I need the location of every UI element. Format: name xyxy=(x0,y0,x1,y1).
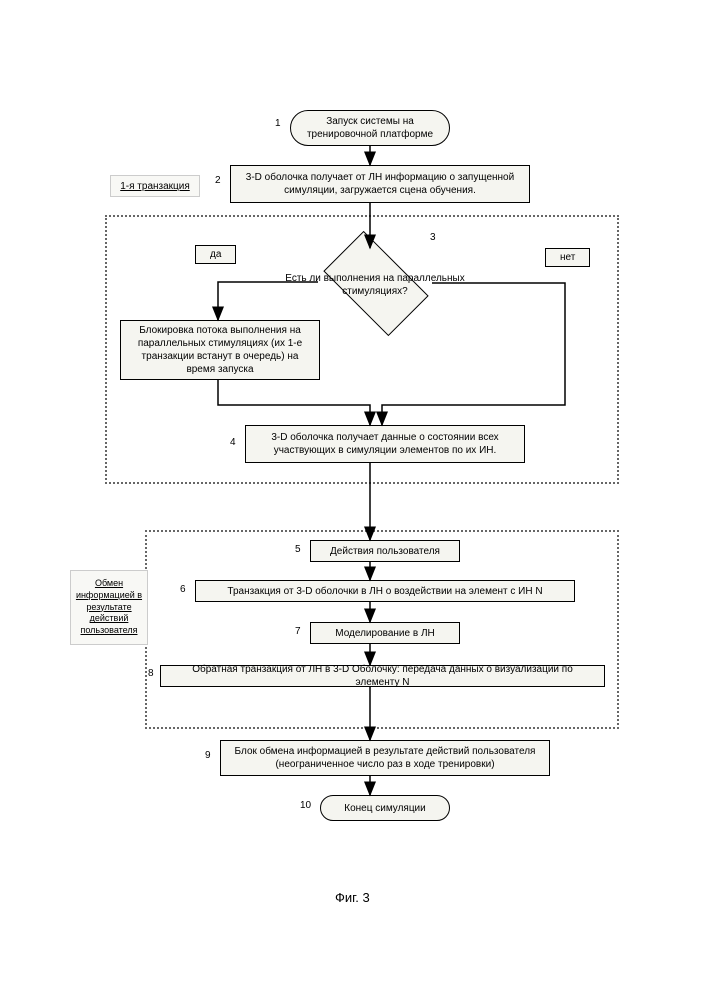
node-6: Транзакция от 3-D оболочки в ЛН о воздей… xyxy=(195,580,575,602)
node-start: Запуск системы на тренировочной платформ… xyxy=(290,110,450,146)
stepnum-6: 6 xyxy=(180,584,186,595)
label-yes: да xyxy=(195,245,236,264)
node-8: Обратная транзакция от ЛН в 3-D Оболочку… xyxy=(160,665,605,687)
label-user-exchange: Обмен информацией в результате действий … xyxy=(70,570,148,645)
flowchart-arrows xyxy=(0,0,707,1000)
node-start-text: Запуск системы на тренировочной платформ… xyxy=(299,115,441,141)
stepnum-10: 10 xyxy=(300,800,311,811)
stepnum-5: 5 xyxy=(295,544,301,555)
stepnum-4: 4 xyxy=(230,437,236,448)
node-9: Блок обмена информацией в результате дей… xyxy=(220,740,550,776)
node-end: Конец симуляции xyxy=(320,795,450,821)
node-2-text: 3-D оболочка получает от ЛН информацию о… xyxy=(239,171,521,197)
node-4-text: 3-D оболочка получает данные о состоянии… xyxy=(254,431,516,457)
label-user-exchange-text: Обмен информацией в результате действий … xyxy=(75,578,143,636)
label-transaction1-text: 1-я транзакция xyxy=(120,181,190,192)
stepnum-3: 3 xyxy=(430,232,436,243)
stepnum-7: 7 xyxy=(295,626,301,637)
figure-caption: Фиг. 3 xyxy=(335,890,370,905)
node-4: 3-D оболочка получает данные о состоянии… xyxy=(245,425,525,463)
node-end-text: Конец симуляции xyxy=(344,802,425,815)
node-5-text: Действия пользователя xyxy=(330,545,440,558)
node-block-parallel: Блокировка потока выполнения на параллел… xyxy=(120,320,320,380)
node-8-text: Обратная транзакция от ЛН в 3-D Оболочку… xyxy=(169,663,596,689)
node-5: Действия пользователя xyxy=(310,540,460,562)
stepnum-9: 9 xyxy=(205,750,211,761)
node-block-parallel-text: Блокировка потока выполнения на параллел… xyxy=(129,324,311,376)
stepnum-1: 1 xyxy=(275,118,281,129)
node-2: 3-D оболочка получает от ЛН информацию о… xyxy=(230,165,530,203)
node-9-text: Блок обмена информацией в результате дей… xyxy=(229,745,541,771)
label-transaction1: 1-я транзакция xyxy=(110,175,200,197)
stepnum-8: 8 xyxy=(148,668,154,679)
stepnum-2: 2 xyxy=(215,175,221,186)
label-no: нет xyxy=(545,248,590,267)
node-7: Моделирование в ЛН xyxy=(310,622,460,644)
node-6-text: Транзакция от 3-D оболочки в ЛН о воздей… xyxy=(227,585,542,598)
node-7-text: Моделирование в ЛН xyxy=(335,627,434,640)
